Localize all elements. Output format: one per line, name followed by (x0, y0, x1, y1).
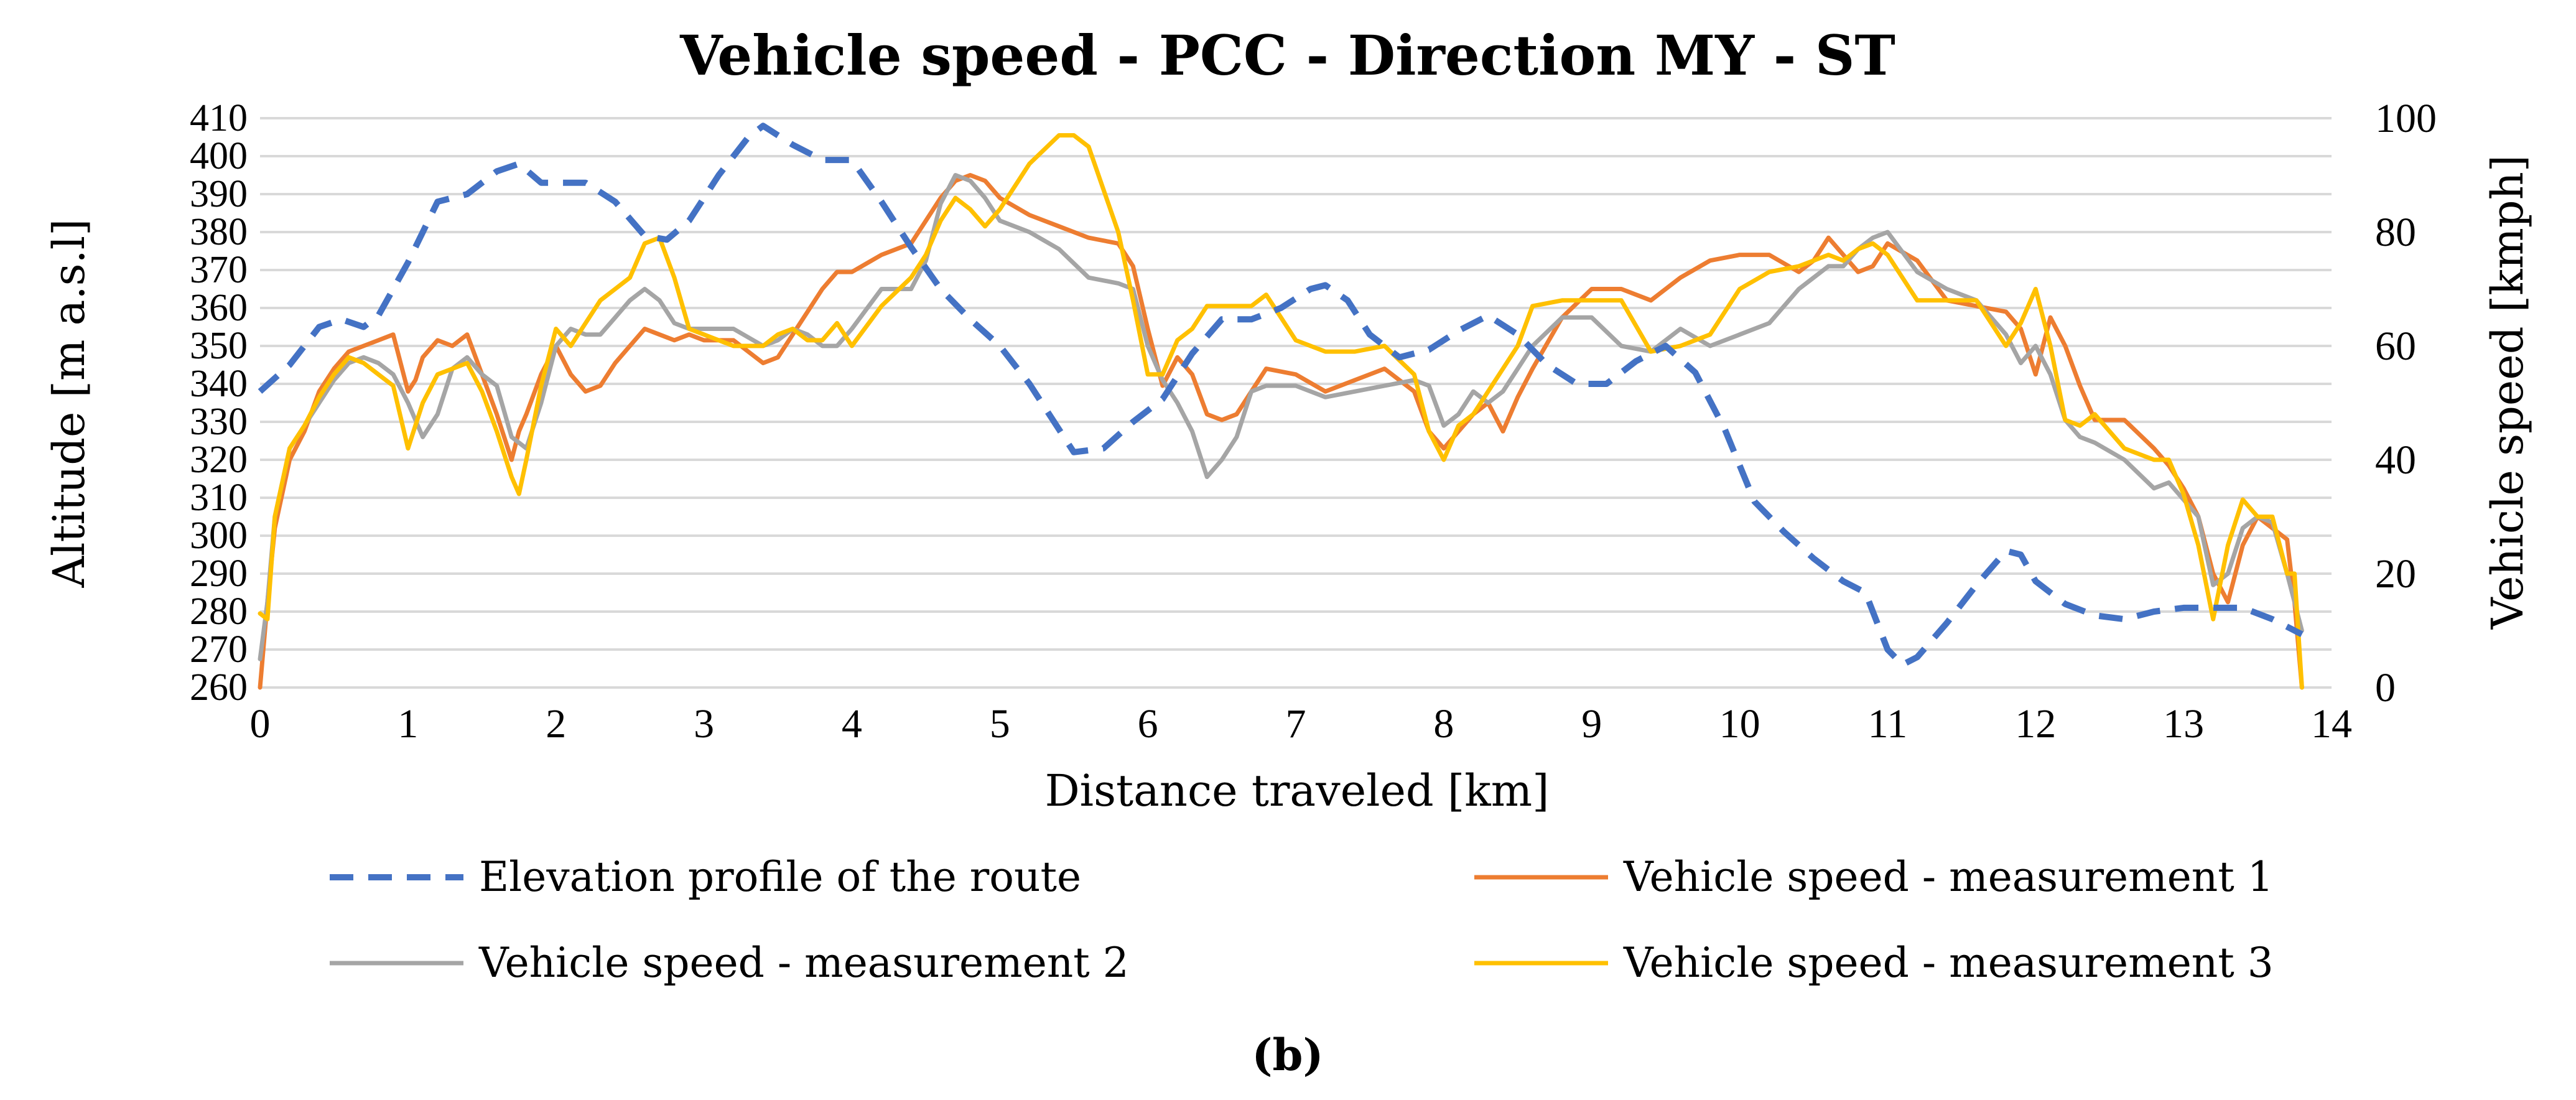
right-y-tick-label: 0 (2375, 665, 2396, 711)
gridlines (260, 117, 2332, 689)
x-tick-label: 13 (2163, 701, 2204, 747)
left-y-tick-label: 290 (190, 552, 248, 595)
left-y-tick-label: 370 (190, 249, 248, 291)
x-tick-label: 11 (1868, 701, 1908, 747)
legend-label-3: Vehicle speed - measurement 2 (478, 939, 1129, 987)
right-y-axis-ticks: 0 20 40 60 80 100 (2375, 96, 2437, 711)
x-axis-ticks: 0 1 2 3 4 5 6 7 8 9 10 11 12 13 14 (250, 701, 2353, 747)
series-line-1 (258, 123, 2304, 668)
right-y-tick-label: 100 (2375, 96, 2437, 141)
x-tick-label: 0 (250, 701, 271, 747)
legend: Elevation profile of the route Vehicle sp… (330, 853, 2274, 987)
right-y-axis-label: Vehicle speed [kmph] (2482, 155, 2533, 630)
x-tick-label: 2 (546, 701, 566, 747)
legend-label-4: Vehicle speed - measurement 3 (1623, 939, 2274, 987)
x-tick-label: 1 (398, 701, 418, 747)
left-y-tick-label: 270 (190, 628, 248, 671)
x-tick-label: 14 (2311, 701, 2352, 747)
left-y-tick-label: 360 (190, 287, 248, 329)
x-tick-label: 3 (694, 701, 714, 747)
x-tick-label: 10 (1719, 701, 1760, 747)
left-y-tick-label: 400 (190, 135, 248, 177)
left-y-tick-label: 410 (190, 97, 248, 139)
left-y-tick-label: 380 (190, 211, 248, 253)
right-y-tick-label: 40 (2375, 437, 2416, 483)
left-y-tick-label: 310 (190, 477, 248, 519)
x-tick-label: 12 (2015, 701, 2056, 747)
chart-title: Vehicle speed - PCC - Direction MY - ST (679, 23, 1895, 88)
left-y-tick-label: 280 (190, 590, 248, 633)
x-tick-label: 8 (1433, 701, 1454, 747)
left-y-tick-label: 320 (190, 439, 248, 481)
series-line-3 (258, 173, 2304, 661)
x-tick-label: 4 (842, 701, 862, 747)
left-y-tick-label: 260 (190, 666, 248, 709)
x-tick-label: 7 (1286, 701, 1306, 747)
left-y-tick-label: 300 (190, 515, 248, 557)
series-line-4 (258, 133, 2304, 690)
x-axis-label: Distance traveled [km] (1045, 765, 1550, 816)
right-y-tick-label: 80 (2375, 210, 2416, 255)
left-y-tick-label: 390 (190, 173, 248, 215)
legend-label-2: Vehicle speed - measurement 1 (1623, 853, 2274, 901)
right-y-tick-label: 60 (2375, 324, 2416, 369)
left-y-axis-label: Altitude [m a.s.l] (44, 219, 95, 589)
x-tick-label: 6 (1138, 701, 1158, 747)
left-y-axis-ticks: 2602702802903003103203303403503603703803… (190, 97, 248, 709)
legend-label-1: Elevation profile of the route (479, 853, 1081, 901)
x-tick-label: 5 (990, 701, 1010, 747)
right-y-tick-label: 20 (2375, 551, 2416, 597)
left-y-tick-label: 330 (190, 401, 248, 443)
series-line-2 (258, 173, 2304, 690)
left-y-tick-label: 350 (190, 325, 248, 367)
x-tick-label: 9 (1581, 701, 1602, 747)
series-layer (258, 123, 2304, 690)
left-y-tick-label: 340 (190, 363, 248, 405)
figure-caption: (b) (1252, 1029, 1323, 1081)
